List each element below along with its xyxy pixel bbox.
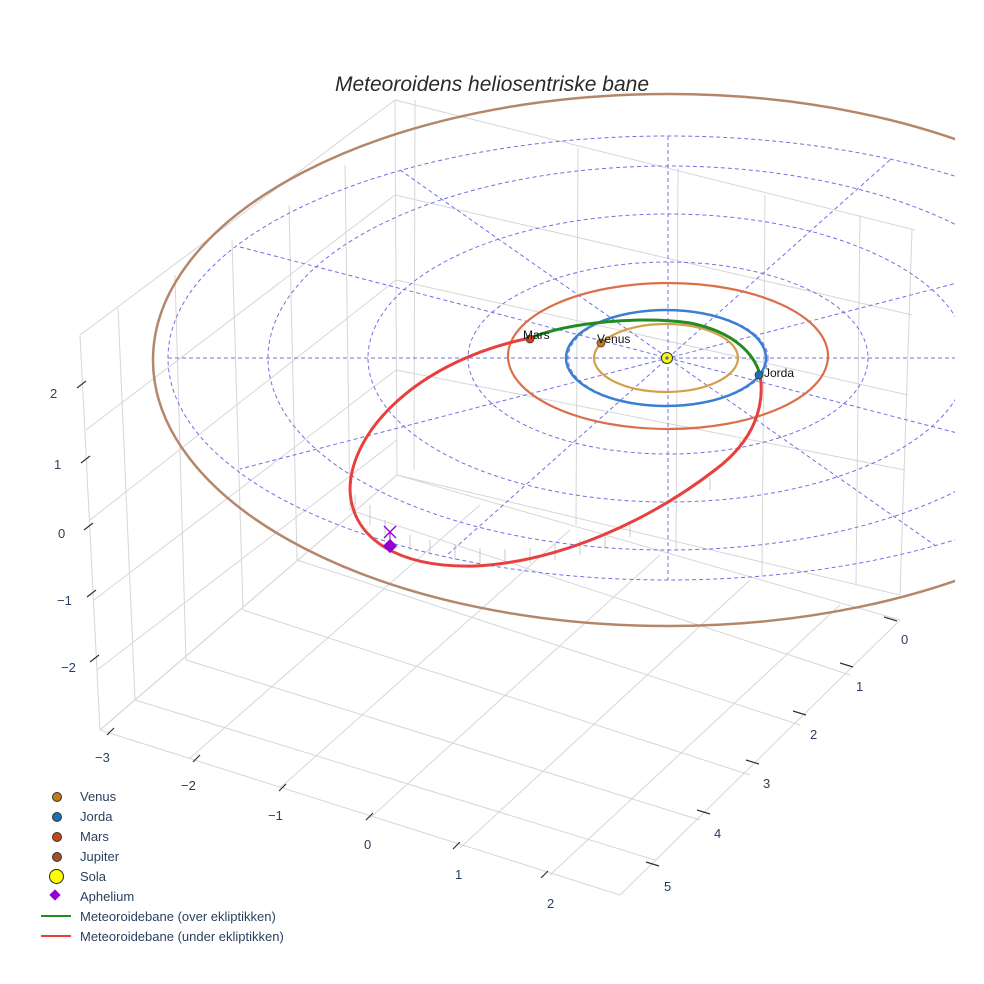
venus-label: Venus	[597, 332, 631, 346]
z-tick-2: 2	[50, 386, 58, 401]
jorda-dot-icon	[52, 812, 62, 822]
x-tick-neg1: −1	[268, 808, 283, 823]
jorda-label: Jorda	[764, 366, 795, 380]
line-green-icon	[41, 915, 71, 917]
mars-marker[interactable]	[525, 334, 535, 344]
jupiter-dot-icon	[52, 852, 62, 862]
legend-item-jupiter[interactable]: Jupiter	[38, 846, 284, 866]
mars-dot-icon	[52, 832, 62, 842]
legend-item-aphelium[interactable]: Aphelium	[38, 886, 284, 906]
legend-label: Mars	[80, 828, 109, 844]
x-tick-0: 0	[364, 837, 372, 852]
venus-marker[interactable]	[596, 338, 606, 348]
z-tick-neg1: −1	[57, 593, 72, 608]
legend-label: Sola	[80, 868, 107, 884]
legend-label: Meteoroidebane (over ekliptikken)	[80, 908, 276, 924]
mars-orbit	[506, 281, 830, 431]
jupiter-orbit	[151, 92, 955, 628]
legend-label: Jupiter	[80, 848, 120, 864]
z-tick-neg2: −2	[61, 660, 76, 675]
jorda-orbit	[564, 308, 768, 408]
y-tick-2: 2	[810, 727, 818, 742]
y-tick-0: 0	[901, 632, 909, 647]
legend-item-mars[interactable]: Mars	[38, 826, 284, 846]
sun-dot-icon	[49, 869, 64, 884]
legend-item-sola[interactable]: Sola	[38, 866, 284, 886]
y-tick-5: 5	[664, 879, 672, 894]
x-tick-2: 2	[547, 896, 555, 911]
legend-item-venus[interactable]: Venus	[38, 786, 284, 806]
mars-label: Mars	[523, 328, 550, 342]
legend: Venus Jorda Mars Jupiter Sola Aphelium M…	[38, 786, 284, 946]
meteoroid-orbit-below	[348, 336, 763, 568]
jorda-marker[interactable]	[754, 370, 764, 380]
y-tick-3: 3	[763, 776, 771, 791]
y-tick-4: 4	[714, 826, 722, 841]
z-tick-0: 0	[58, 526, 66, 541]
x-tick-neg2: −2	[181, 778, 196, 793]
venus-dot-icon	[52, 792, 62, 802]
line-red-icon	[41, 935, 71, 937]
y-tick-1: 1	[856, 679, 864, 694]
tick-marks	[76, 380, 898, 879]
axis-grid	[79, 99, 916, 896]
legend-label: Aphelium	[80, 888, 135, 904]
legend-label: Venus	[80, 788, 117, 804]
projection-droplines	[354, 440, 741, 564]
chart-title: Meteoroidens heliosentriske bane	[334, 73, 650, 96]
diamond-icon	[49, 889, 61, 901]
legend-item-orbit-above[interactable]: Meteoroidebane (over ekliptikken)	[38, 906, 284, 926]
legend-item-jorda[interactable]: Jorda	[38, 806, 284, 826]
sun-center-dot	[665, 356, 669, 360]
legend-item-orbit-below[interactable]: Meteoroidebane (under ekliptikken)	[38, 926, 284, 946]
x-tick-1: 1	[455, 867, 463, 882]
aphelion-marker[interactable]	[382, 525, 398, 554]
meteoroid-orbit-above	[529, 318, 762, 376]
z-tick-1: 1	[54, 457, 62, 472]
legend-label: Jorda	[80, 808, 113, 824]
x-tick-neg3: −3	[95, 750, 110, 765]
venus-orbit	[592, 322, 740, 394]
legend-label: Meteoroidebane (under ekliptikken)	[80, 928, 284, 944]
